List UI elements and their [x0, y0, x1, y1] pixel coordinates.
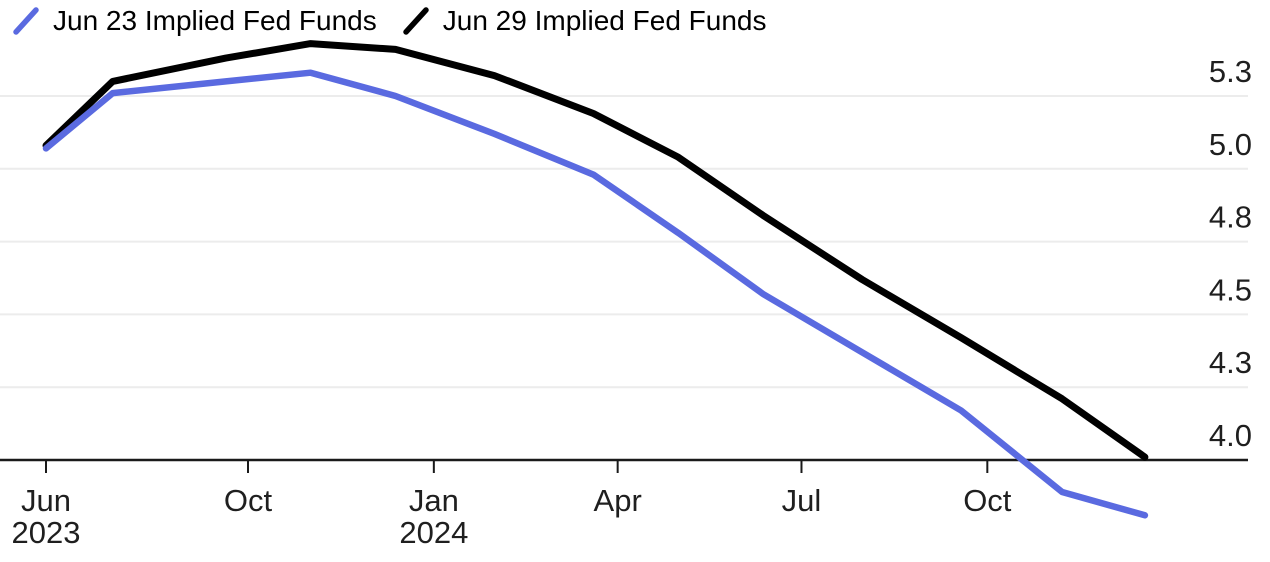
legend-label-jun-29: Jun 29 Implied Fed Funds: [442, 5, 767, 36]
legend-slash-black-icon: [403, 7, 429, 35]
y-axis-label-5.0: 5.0: [1209, 127, 1252, 162]
y-axis-label-4.0: 4.0: [1209, 418, 1252, 453]
legend-marker-slash-icon: [13, 7, 39, 35]
x-axis-label-jul: Jul: [782, 483, 822, 518]
legend-marker-slash-icon: [403, 7, 429, 35]
legend-label-jun-23: Jun 23 Implied Fed Funds: [53, 5, 377, 36]
x-axis-year-label-2023: 2023: [12, 515, 81, 550]
legend: Jun 23 Implied Fed Funds Jun 29 Implied …: [13, 6, 767, 36]
x-axis-year-label-2024: 2024: [399, 515, 468, 550]
y-axis-label-4.5: 4.5: [1209, 272, 1252, 307]
series-line-jun-29-implied-fed-funds: [42, 40, 1149, 461]
legend-item-jun-23: Jun 23 Implied Fed Funds: [13, 6, 377, 36]
series-line-jun-23-implied-fed-funds: [42, 69, 1149, 519]
legend-slash-blue-icon: [13, 7, 39, 35]
x-axis-label-apr: Apr: [594, 483, 642, 518]
x-axis-label-jan: Jan: [409, 483, 459, 518]
y-axis-label-5.3: 5.3: [1209, 54, 1252, 89]
legend-item-jun-29: Jun 29 Implied Fed Funds: [403, 6, 767, 36]
x-axis-label-oct: Oct: [224, 483, 273, 518]
x-axis-label-jun: Jun: [21, 483, 71, 518]
y-axis-label-4.8: 4.8: [1209, 200, 1252, 235]
x-axis-label-oct: Oct: [963, 483, 1012, 518]
y-axis-label-4.3: 4.3: [1209, 345, 1252, 380]
